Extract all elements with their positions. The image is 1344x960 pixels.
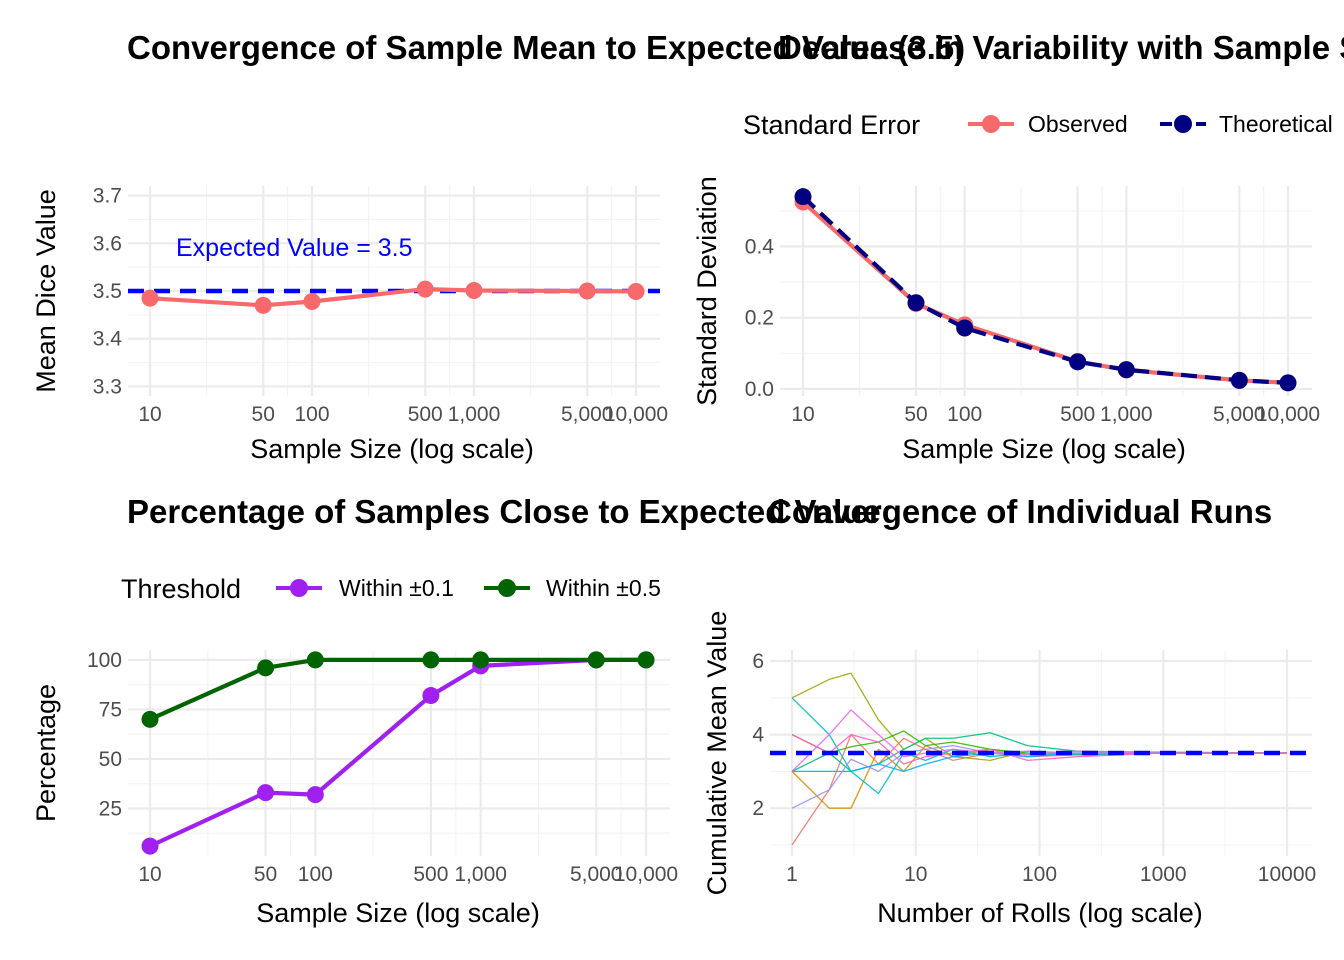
panel-1-series-1-point <box>465 282 483 300</box>
panel-1-series-1-point <box>578 282 596 300</box>
panel-2-series-line-1 <box>801 200 1289 385</box>
panel-2-y-tick-label: 0.2 <box>745 307 774 330</box>
panel-3-legend-label-within-0-1: Within ±0.1 <box>339 575 454 601</box>
panel-3-series-2-point <box>257 659 275 677</box>
panel-2-y-axis-title: Standard Deviation <box>692 176 722 406</box>
panel-3-legend-title: Threshold <box>121 574 241 604</box>
panel-3-y-tick-label: 75 <box>99 698 122 721</box>
panel-1-y-tick-label: 3.4 <box>93 328 123 351</box>
panel-1-x-tick-label: 50 <box>252 403 275 426</box>
panel-4-y-tick-label: 6 <box>752 650 764 673</box>
panel-3-y-axis-title: Percentage <box>31 684 61 822</box>
panel-variability: Decrease in Variability with Sample Size… <box>692 29 1344 464</box>
panel-4-y-axis-title: Cumulative Mean Value <box>702 611 732 896</box>
panel-2-x-tick-label: 1,000 <box>1100 403 1153 426</box>
panel-3-y-tick-label: 100 <box>87 649 122 672</box>
panel-2-legend-label-theoretical: Theoretical <box>1219 111 1333 137</box>
panel-2-grid <box>780 186 1312 396</box>
panel-3-x-axis-title: Sample Size (log scale) <box>256 898 540 928</box>
panel-4-x-tick-label: 1 <box>786 863 798 886</box>
panel-2-legend-title: Standard Error <box>743 110 920 140</box>
panel-2-x-tick-label: 5,000 <box>1213 403 1266 426</box>
panel-2-legend-key-observed <box>968 115 1014 133</box>
panel-1-x-tick-label: 10 <box>138 403 161 426</box>
panel-3-x-tick-label: 1,000 <box>454 863 507 886</box>
panel-2-x-tick-label: 500 <box>1060 403 1095 426</box>
panel-3-series-1-point <box>422 687 440 705</box>
panel-1-expected-value-annotation: Expected Value = 3.5 <box>176 234 413 262</box>
panel-1-series-1-point <box>303 293 321 310</box>
panel-2-series-line-2 <box>801 195 1289 385</box>
panel-3-series-2-point <box>587 651 605 669</box>
panel-3-legend-label-within-0-5: Within ±0.5 <box>546 575 661 601</box>
panel-3-series-1-point <box>306 786 324 804</box>
panel-2-x-tick-label: 10 <box>791 403 814 426</box>
panel-4-y-tick-label: 2 <box>752 797 764 820</box>
panel-2-series-2-point <box>1069 353 1087 371</box>
panel-3-y-tick-label: 25 <box>99 797 122 820</box>
panel-1-x-tick-label: 5,000 <box>561 403 614 426</box>
panel-2-x-axis-title: Sample Size (log scale) <box>902 434 1186 464</box>
panel-2-title: Decrease in Variability with Sample Size <box>778 29 1344 66</box>
panel-1-title: Convergence of Sample Mean to Expected V… <box>127 29 965 66</box>
panel-4-y-tick-label: 4 <box>752 724 764 747</box>
panel-4-x-axis-title: Number of Rolls (log scale) <box>877 898 1203 928</box>
panel-3-series-1-point <box>257 784 275 802</box>
panel-3-y-tick-label: 50 <box>99 748 122 771</box>
panel-3-series-2-point <box>422 651 440 669</box>
panel-1-x-axis-title: Sample Size (log scale) <box>250 434 534 464</box>
panel-2-legend-label-observed: Observed <box>1028 111 1128 137</box>
panel-1-y-tick-label: 3.7 <box>93 185 122 208</box>
panel-3-series-2-point <box>141 710 159 728</box>
panel-1-y-tick-label: 3.6 <box>93 232 122 255</box>
panel-1-x-tick-label: 10,000 <box>604 403 668 426</box>
panel-4-title: Convergence of Individual Runs <box>768 493 1272 530</box>
panel-1-x-tick-label: 1,000 <box>448 403 501 426</box>
panel-2-series-2-point <box>956 319 974 337</box>
panel-3-legend-key-within-0-1 <box>276 579 322 597</box>
panel-2-y-tick-label: 0.4 <box>745 236 775 259</box>
panel-2-series-2-point <box>1279 374 1297 392</box>
panel-4-x-tick-label: 100 <box>1022 863 1057 886</box>
panel-3-x-tick-label: 5,000 <box>570 863 623 886</box>
panel-2-series-2-point <box>1230 371 1248 389</box>
panel-1-series-1-point <box>627 282 645 300</box>
panel-2-series-2-point <box>1117 361 1135 379</box>
panel-3-x-tick-label: 50 <box>254 863 277 886</box>
panel-3-series-2-point <box>472 651 490 669</box>
panel-1-y-tick-label: 3.5 <box>93 280 122 303</box>
panel-2-x-tick-label: 50 <box>904 403 927 426</box>
panel-2-x-tick-label: 100 <box>947 403 982 426</box>
panel-2-series-2-point <box>907 294 925 312</box>
panel-2-legend-key-theoretical <box>1160 115 1206 133</box>
panel-percentage-close: Percentage of Samples Close to Expected … <box>31 493 881 928</box>
panel-1-series-1-point <box>141 289 159 307</box>
panel-3-x-tick-label: 10 <box>138 863 161 886</box>
panel-3-series-1-point <box>141 837 159 855</box>
panel-mean-convergence: Convergence of Sample Mean to Expected V… <box>31 29 965 464</box>
panel-3-legend-key-within-0-5 <box>484 579 530 597</box>
panel-3-grid <box>128 650 670 856</box>
panel-1-x-tick-label: 100 <box>294 403 329 426</box>
panel-2-x-tick-label: 10,000 <box>1256 403 1320 426</box>
panel-3-x-tick-label: 500 <box>413 863 448 886</box>
panel-1-y-axis-title: Mean Dice Value <box>31 189 61 393</box>
panel-2-series-2-point <box>794 188 812 206</box>
panel-3-x-tick-label: 10,000 <box>614 863 678 886</box>
panel-1-series-1-point <box>416 280 434 298</box>
panel-3-series-2-point <box>637 651 655 669</box>
panel-2-y-tick-label: 0.0 <box>745 378 774 401</box>
panel-4-x-tick-label: 10 <box>904 863 927 886</box>
panel-1-y-tick-label: 3.3 <box>93 375 122 398</box>
panel-4-x-tick-label: 10000 <box>1258 863 1316 886</box>
panel-individual-runs: Convergence of Individual Runs Number of… <box>702 493 1272 928</box>
panel-4-x-tick-label: 1000 <box>1140 863 1187 886</box>
panel-3-x-tick-label: 100 <box>298 863 333 886</box>
panel-1-series-1-point <box>254 296 272 314</box>
panel-3-series-2-point <box>306 651 324 669</box>
panel-3-title: Percentage of Samples Close to Expected … <box>127 493 881 530</box>
panel-1-x-tick-label: 500 <box>408 403 443 426</box>
